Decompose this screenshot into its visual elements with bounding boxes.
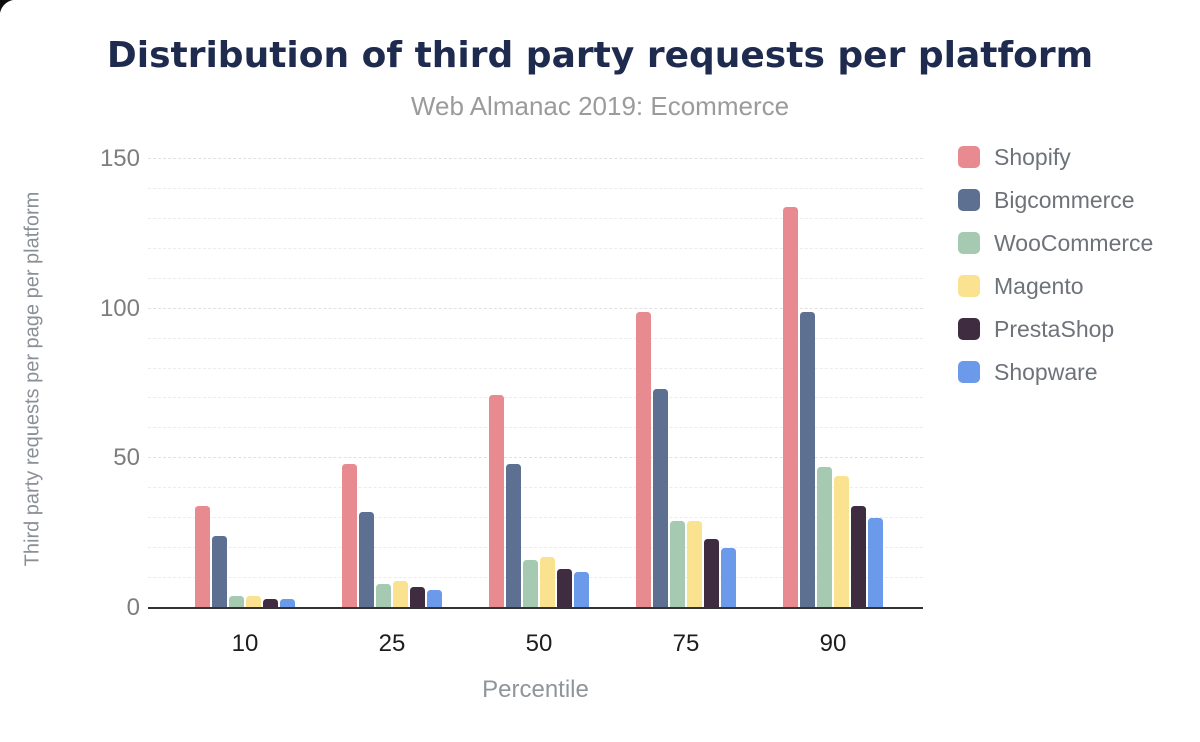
bar-woocommerce-p25 <box>376 584 391 608</box>
legend-label-prestashop: PrestaShop <box>994 316 1115 342</box>
bar-prestashop-p75 <box>704 539 719 608</box>
legend-label-magento: Magento <box>994 273 1084 299</box>
bar-group-p75 <box>636 312 736 608</box>
minor-gridline-120 <box>148 247 923 249</box>
legend-item-bigcommerce: Bigcommerce <box>958 187 1153 213</box>
x-tick-label-90: 90 <box>819 630 847 657</box>
y-axis-title: Third party requests per page per platfo… <box>21 191 44 567</box>
legend-swatch-prestashop <box>958 318 980 340</box>
bar-shopware-p90 <box>868 518 883 608</box>
x-tick-label-50: 50 <box>525 630 553 657</box>
legend-swatch-woocommerce <box>958 232 980 254</box>
chart-title: Distribution of third party requests per… <box>106 35 1094 76</box>
legend-item-shopify: Shopify <box>958 144 1153 170</box>
x-tick-label-10: 10 <box>231 630 259 657</box>
y-tick-label-0: 0 <box>126 594 140 621</box>
screenshot-corner-notch <box>0 0 16 16</box>
bar-shopware-p25 <box>427 590 442 608</box>
bar-woocommerce-p10 <box>229 596 244 608</box>
bar-woocommerce-p90 <box>817 467 832 608</box>
legend-swatch-shopware <box>958 361 980 383</box>
legend-label-shopware: Shopware <box>994 359 1098 385</box>
legend-swatch-shopify <box>958 146 980 168</box>
legend-item-magento: Magento <box>958 273 1153 299</box>
bar-shopify-p90 <box>783 207 798 608</box>
bar-prestashop-p90 <box>851 506 866 608</box>
legend-label-shopify: Shopify <box>994 144 1071 170</box>
x-axis-line <box>148 606 923 609</box>
bar-magento-p50 <box>540 557 555 608</box>
chart-subtitle: Web Almanac 2019: Ecommerce <box>410 91 790 121</box>
minor-gridline-130 <box>148 217 923 219</box>
y-tick-label-50: 50 <box>113 444 140 472</box>
bar-shopify-p10 <box>195 506 210 608</box>
minor-gridline-60 <box>148 427 923 429</box>
minor-gridline-80 <box>148 367 923 369</box>
minor-gridline-20 <box>148 547 923 549</box>
bar-magento-p90 <box>834 476 849 608</box>
bar-woocommerce-p75 <box>670 521 685 608</box>
minor-gridline-30 <box>148 517 923 519</box>
bar-magento-p10 <box>246 596 261 608</box>
bar-bigcommerce-p10 <box>212 536 227 608</box>
bar-group-p25 <box>342 464 442 608</box>
legend-label-bigcommerce: Bigcommerce <box>994 187 1135 213</box>
bar-magento-p25 <box>393 581 408 608</box>
minor-gridline-90 <box>148 337 923 339</box>
minor-gridline-140 <box>148 187 923 189</box>
bar-group-p10 <box>195 506 295 608</box>
legend-swatch-magento <box>958 275 980 297</box>
bar-prestashop-p10 <box>263 599 278 608</box>
major-gridline-50 <box>148 457 923 459</box>
legend-item-prestashop: PrestaShop <box>958 316 1153 342</box>
bar-prestashop-p50 <box>557 569 572 608</box>
bar-prestashop-p25 <box>410 587 425 608</box>
y-tick-label-100: 100 <box>99 294 140 322</box>
major-gridline-100 <box>148 307 923 309</box>
y-tick-label-150: 150 <box>99 145 140 172</box>
minor-gridline-40 <box>148 487 923 489</box>
legend-item-shopware: Shopware <box>958 359 1153 385</box>
plot-area <box>148 150 923 609</box>
bar-shopify-p50 <box>489 395 504 608</box>
legend-swatch-bigcommerce <box>958 189 980 211</box>
bar-group-p50 <box>489 395 589 608</box>
legend-label-woocommerce: WooCommerce <box>994 230 1154 256</box>
bar-bigcommerce-p25 <box>359 512 374 608</box>
minor-gridline-70 <box>148 397 923 399</box>
minor-gridline-110 <box>148 277 923 279</box>
x-tick-label-75: 75 <box>672 630 700 657</box>
major-gridline-150 <box>148 158 923 159</box>
bar-shopware-p50 <box>574 572 589 608</box>
bar-bigcommerce-p75 <box>653 389 668 608</box>
legend-item-woocommerce: WooCommerce <box>958 230 1154 256</box>
bar-woocommerce-p50 <box>523 560 538 608</box>
bar-group-p90 <box>783 207 883 608</box>
bar-bigcommerce-p50 <box>506 464 521 608</box>
bar-bigcommerce-p90 <box>800 312 815 608</box>
bar-shopware-p10 <box>280 599 295 608</box>
legend: Shopify Bigcommerce WooCommerce Magento Pres… <box>958 146 1153 404</box>
bar-shopify-p75 <box>636 312 651 608</box>
x-axis-title: Percentile <box>482 676 589 703</box>
x-tick-label-25: 25 <box>378 630 406 657</box>
bar-magento-p75 <box>687 521 702 608</box>
bar-shopware-p75 <box>721 548 736 608</box>
bar-shopify-p25 <box>342 464 357 608</box>
